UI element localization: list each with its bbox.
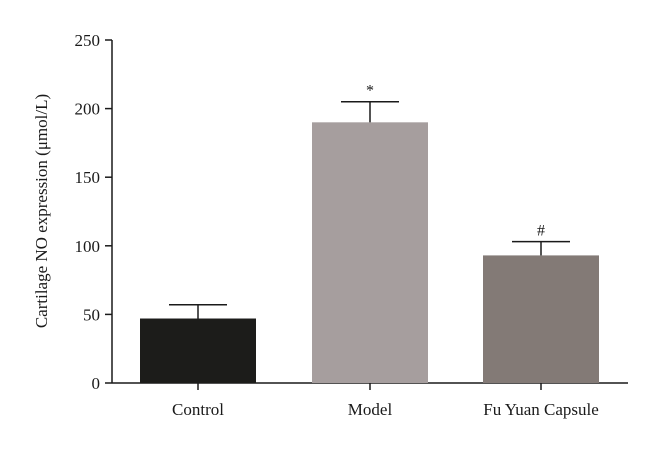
significance-label: * xyxy=(366,83,374,100)
x-tick-label: Fu Yuan Capsule xyxy=(483,400,599,419)
y-tick-label: 250 xyxy=(75,31,101,50)
y-tick-label: 200 xyxy=(75,100,101,119)
y-axis-title: Cartilage NO expression (μmol/L) xyxy=(32,94,51,328)
y-tick-label: 0 xyxy=(92,374,101,393)
y-axis: 0 50 100 150 200 250 xyxy=(75,31,113,393)
x-tick-label: Model xyxy=(348,400,393,419)
y-tick-label: 150 xyxy=(75,168,101,187)
significance-label: # xyxy=(537,223,545,240)
bar-control xyxy=(140,318,256,383)
x-tick-label: Control xyxy=(172,400,224,419)
y-tick-label: 50 xyxy=(83,305,100,324)
x-axis: Control Model Fu Yuan Capsule xyxy=(112,382,628,419)
bar-model xyxy=(312,122,428,383)
bar-fu-yuan-capsule xyxy=(483,255,599,383)
bars: *# xyxy=(140,83,599,383)
y-tick-label: 100 xyxy=(75,237,101,256)
